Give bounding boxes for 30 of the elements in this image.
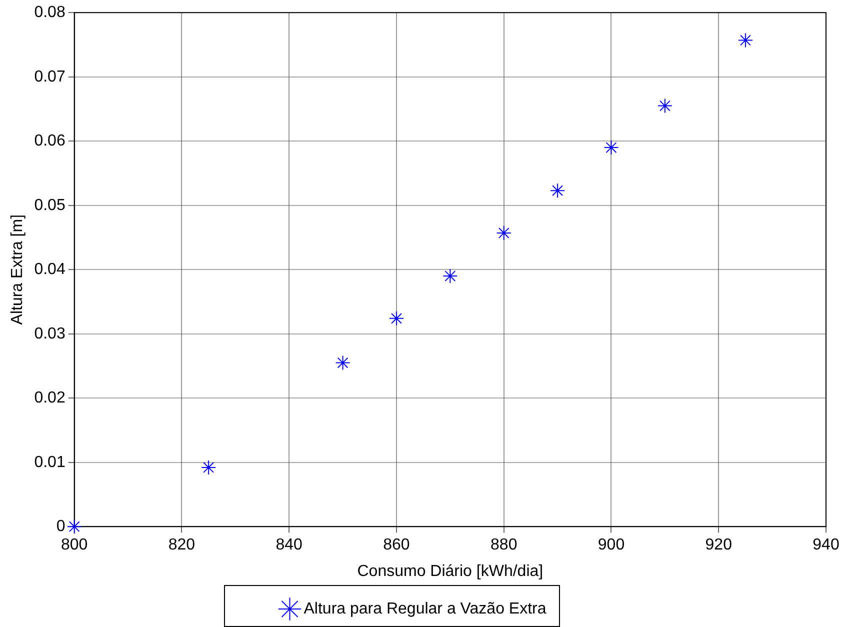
y-tick-label: 0.03: [34, 325, 66, 342]
point: [442, 268, 458, 284]
point: [388, 310, 404, 326]
point: [738, 32, 753, 48]
y-tick-label: 0.04: [34, 261, 66, 278]
point: [550, 183, 566, 198]
point: [335, 355, 350, 370]
y-tick-label: 0.08: [34, 4, 66, 22]
point: [201, 460, 216, 475]
point: [66, 519, 82, 534]
point: [604, 140, 619, 156]
x-tick-label: 840: [276, 536, 303, 554]
point: [496, 225, 512, 240]
x-tick-label: 880: [490, 536, 518, 554]
y-tick-label: 0.06: [34, 132, 66, 150]
x-tick-label: 920: [705, 536, 732, 554]
y-tick-label: 0.01: [34, 454, 66, 471]
x-tick-label: 800: [60, 536, 88, 554]
x-tick-label: 860: [383, 536, 410, 554]
x-tick-label: 820: [168, 536, 196, 554]
y-tick-label: 0: [56, 518, 66, 536]
x-axis-title: Consumo Diário [kWh/dia]: [357, 562, 544, 580]
x-tick-label: 940: [812, 536, 840, 554]
legend-label: Altura para Regular a Vazão Extra: [304, 600, 546, 618]
y-tick-label: 0.05: [34, 196, 66, 214]
x-tick-label: 900: [598, 536, 625, 554]
y-axis-title: Altura Extra [m]: [9, 214, 26, 325]
point: [657, 98, 672, 114]
y-tick-label: 0.07: [34, 68, 66, 86]
y-tick-label: 0.02: [34, 390, 66, 407]
